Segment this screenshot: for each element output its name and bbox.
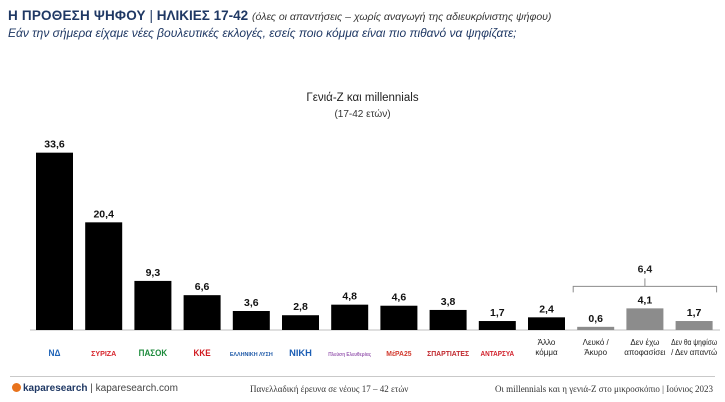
title-line: Η ΠΡΟΘΕΣΗ ΨΗΦΟΥ | ΗΛΙΚΙΕΣ 17-42 (όλες οι… bbox=[8, 8, 720, 23]
footer-divider bbox=[10, 376, 715, 377]
category-label-14-line-1: Δεν θα ψηφίσω bbox=[671, 338, 717, 347]
bar-11 bbox=[528, 317, 565, 330]
mera25-logo-icon: ΜέΡΑ25 bbox=[386, 351, 411, 358]
plefsi-logo-icon: Πλεύση Ελευθερίας bbox=[328, 352, 371, 358]
value-label-8: 4,6 bbox=[392, 292, 407, 304]
title-note: (όλες οι απαντήσεις – χωρίς αναγωγή της … bbox=[251, 11, 552, 23]
category-label-13-line-2: αποφασίσει bbox=[624, 348, 666, 357]
bar-12 bbox=[577, 326, 615, 330]
value-label-14: 1,7 bbox=[687, 307, 702, 319]
bar-14 bbox=[675, 321, 713, 330]
antarsya-logo-icon: ΑΝΤΑΡΣΥΑ bbox=[481, 351, 515, 358]
footer: kaparesearch | kaparesearch.com Πανελλαδ… bbox=[0, 376, 725, 402]
syriza-logo-icon: ΣΥΡΙΖΑ bbox=[91, 351, 116, 358]
title-separator: | bbox=[149, 8, 154, 23]
category-label-11-line-2: κόμμα bbox=[535, 348, 558, 357]
category-label-12-line-2: Άκυρο bbox=[584, 348, 607, 357]
category-label-12-line-1: Λευκό / bbox=[583, 338, 610, 347]
age-range-title: ΗΛΙΚΙΕΣ 17-42 bbox=[156, 8, 249, 23]
survey-question: Εάν την σήμερα είχαμε νέες βουλευτικές ε… bbox=[8, 26, 517, 40]
brand-name: kaparesearch bbox=[23, 383, 88, 394]
nd-logo-icon: ΝΔ bbox=[49, 348, 61, 359]
category-label-13-line-1: Δεν έχω bbox=[630, 338, 659, 347]
bar-10 bbox=[478, 321, 516, 330]
bar-2 bbox=[85, 222, 123, 330]
value-label-12: 0,6 bbox=[588, 313, 603, 325]
niki-logo-icon: ΝΙΚΗ bbox=[289, 348, 312, 359]
value-label-13: 4,1 bbox=[638, 294, 653, 306]
bar-13 bbox=[626, 308, 664, 330]
chart-subtitle: (17-42 ετών) bbox=[334, 109, 391, 120]
spartiates-logo-icon: ΣΠΑΡΤΙΑΤΕΣ bbox=[427, 351, 469, 358]
vote-intention-bar-chart: 33,6 20,4 9,3 6,6 3,6 2,8 4,8 4,6 3,8 1,7 2,4 0,6 4,… bbox=[30, 139, 720, 359]
bar-9 bbox=[429, 309, 467, 330]
value-label-11: 2,4 bbox=[539, 303, 554, 315]
bar-8 bbox=[380, 305, 418, 330]
value-label-6: 2,8 bbox=[293, 301, 308, 313]
bar-4 bbox=[183, 295, 221, 330]
value-label-10: 1,7 bbox=[490, 307, 505, 319]
header: Η ΠΡΟΘΕΣΗ ΨΗΦΟΥ | ΗΛΙΚΙΕΣ 17-42 (όλες οι… bbox=[8, 8, 720, 40]
footer-report-title: Οι millennials και η γενιά-Ζ στο μικροσκ… bbox=[495, 384, 713, 394]
elliniki-lysi-logo-icon: ΕΛΛΗΝΙΚΗ ΛΥΣΗ bbox=[230, 352, 273, 358]
value-label-9: 3,8 bbox=[441, 296, 456, 308]
page-title: Η ΠΡΟΘΕΣΗ ΨΗΦΟΥ bbox=[8, 8, 146, 23]
bar-5 bbox=[232, 311, 270, 330]
value-label-2: 20,4 bbox=[93, 208, 114, 220]
category-label-11-line-1: Άλλο bbox=[538, 338, 556, 347]
bar-1 bbox=[36, 152, 73, 330]
category-label-14-line-2: / Δεν απαντώ bbox=[671, 348, 717, 357]
value-label-1: 33,6 bbox=[44, 139, 65, 151]
pasok-logo-icon: ΠΑΣΟΚ bbox=[139, 348, 168, 359]
kapa-logo-icon bbox=[12, 383, 21, 392]
value-label-7: 4,8 bbox=[342, 291, 357, 303]
kke-logo-icon: ΚΚΕ bbox=[194, 348, 211, 359]
value-label-4: 6,6 bbox=[195, 281, 210, 293]
bar-3 bbox=[134, 280, 172, 330]
bar-6 bbox=[282, 315, 319, 330]
kapa-research-logo: kaparesearch | kaparesearch.com bbox=[12, 383, 178, 394]
footer-survey-note: Πανελλαδική έρευνα σε νέους 17 – 42 ετών bbox=[250, 384, 409, 394]
brand-site: kaparesearch.com bbox=[95, 383, 178, 394]
value-label-3: 9,3 bbox=[146, 267, 161, 279]
value-label-5: 3,6 bbox=[244, 297, 259, 309]
brand-separator: | bbox=[90, 383, 96, 394]
bar-7 bbox=[331, 304, 369, 330]
group-total-label: 6,4 bbox=[638, 263, 653, 275]
group-bracket bbox=[572, 278, 718, 293]
chart-title: Γενιά-Ζ και millennials bbox=[306, 92, 419, 104]
